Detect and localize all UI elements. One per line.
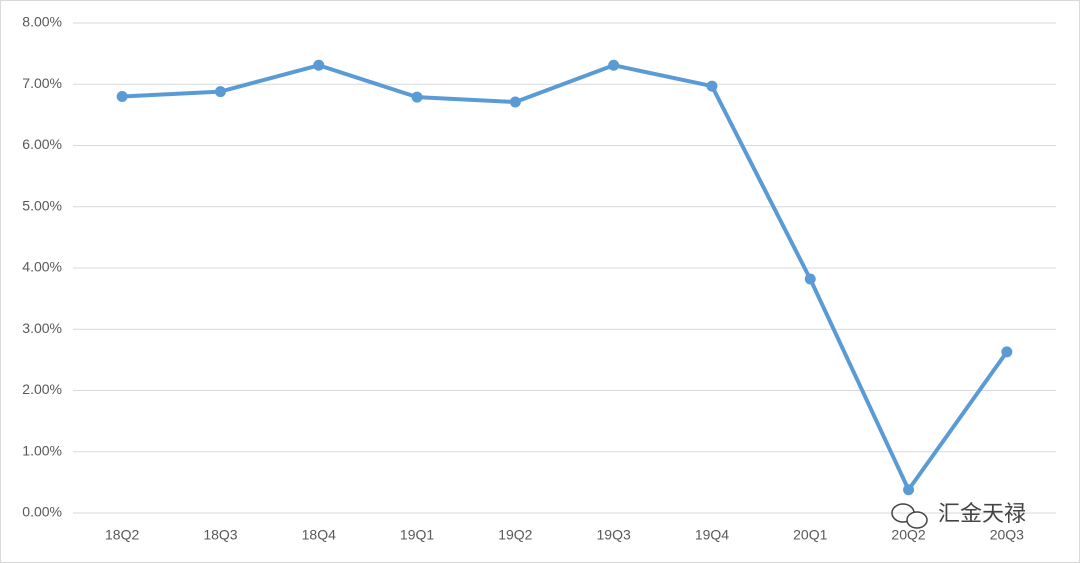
y-tick-label: 5.00%	[22, 197, 62, 213]
point	[509, 96, 521, 108]
point	[214, 86, 226, 98]
x-tick-label: 20Q1	[793, 527, 827, 543]
point	[411, 91, 423, 103]
x-tick-label: 18Q2	[105, 527, 139, 543]
watermark-icon	[891, 503, 928, 529]
x-tick-label: 20Q3	[990, 527, 1024, 543]
x-tick-label: 20Q2	[891, 527, 925, 543]
point	[116, 91, 128, 102]
line	[122, 63, 1009, 492]
x-tick-label: 18Q4	[302, 527, 336, 543]
x-tick-label: 19Q3	[597, 527, 631, 543]
y-tick-label: 2.00%	[22, 381, 62, 397]
y-tick-label: 3.00%	[22, 320, 62, 336]
series: 18Q2 18Q3 18Q4 19Q1 19Q2 19Q3 19Q4 20Q1 20Q2 20Q3	[105, 59, 1024, 543]
y-tick-label: 1.00%	[22, 442, 62, 458]
point	[608, 59, 620, 71]
point	[903, 484, 915, 496]
y-tick-label: 6.00%	[22, 136, 62, 152]
x-tick-label: 19Q4	[695, 527, 729, 543]
point	[1001, 346, 1013, 358]
y-tick-label: 0.00%	[22, 504, 62, 520]
y-tick-label: 4.00%	[22, 259, 62, 275]
y-tick-label: 8.00%	[22, 14, 62, 30]
x-tick-label: 18Q3	[203, 527, 237, 543]
x-tick-label: 19Q1	[400, 527, 434, 543]
point	[706, 80, 718, 92]
point	[804, 273, 816, 285]
x-tick-label: 19Q2	[498, 527, 532, 543]
watermark: 汇金天禄	[938, 501, 1026, 526]
point	[313, 59, 325, 71]
y-tick-label: 7.00%	[22, 75, 62, 91]
